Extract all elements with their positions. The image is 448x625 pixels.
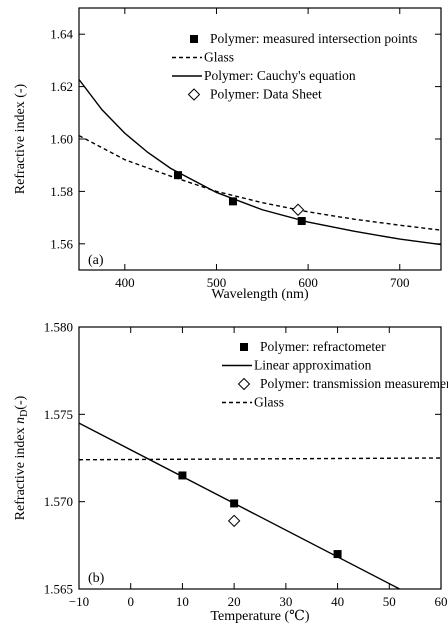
x-tick-label: 10	[176, 594, 189, 609]
data-point-square	[333, 550, 342, 559]
y-axis-label-b-prefix: Refractive index	[13, 424, 28, 520]
x-tick-label: 60	[435, 594, 448, 609]
series-line-dashed	[79, 457, 441, 461]
x-axis-label-a: Wavelength (nm)	[211, 287, 309, 302]
y-tick-label: 1.64	[50, 27, 73, 42]
plot-area-b	[79, 422, 441, 589]
data-point-square	[173, 171, 182, 180]
legend-entry: Polymer: transmission measurements	[260, 376, 448, 391]
x-tick-label: 20	[228, 594, 241, 609]
x-tick-label: 40	[331, 594, 344, 609]
series-line-solid	[79, 422, 400, 589]
y-tick-label: 1.580	[44, 320, 73, 335]
legend-entry: Glass	[204, 50, 234, 65]
legend-symbol-square	[190, 35, 198, 43]
y-tick-label: 1.56	[50, 236, 73, 251]
x-axis-label-b: Temperature (℃)	[210, 609, 309, 624]
legend-b: Polymer: refractometer Linear approximati…	[222, 339, 448, 410]
series-line-dashed	[79, 134, 441, 231]
legend-a: Polymer: measured intersection points Gla…	[172, 31, 417, 102]
legend-entry: Polymer: measured intersection points	[210, 31, 417, 46]
x-tick-label: 600	[298, 275, 318, 290]
data-point-diamond	[291, 203, 305, 216]
legend-entry: Polymer: refractometer	[260, 339, 386, 354]
y-tick-label: 1.58	[50, 184, 73, 199]
data-point-square	[230, 499, 239, 508]
x-tick-label: 50	[383, 594, 396, 609]
data-point-square	[228, 197, 237, 206]
plot-area-a	[79, 79, 441, 246]
plot-frame-a	[78, 7, 442, 271]
panel-tag-b: (b)	[88, 571, 105, 586]
series-line-solid	[79, 79, 441, 246]
panel-tag-a: (a)	[88, 253, 104, 268]
y-axis-label-b-var: n	[13, 417, 28, 424]
x-tick-label: 30	[279, 594, 292, 609]
x-tick-label: 500	[207, 275, 227, 290]
legend-symbol-diamond	[187, 88, 201, 101]
axis-ticks-a: 400 500 600 700 1.56 1.58 1.60 1.62 1.64	[50, 8, 441, 290]
legend-entry: Glass	[254, 395, 284, 410]
panel-b: −10 0 10 20 30 40 50 60 1.565 1.570 1.575 1.580 Pol…	[13, 320, 448, 625]
x-tick-label: −10	[69, 594, 89, 609]
y-tick-label: 1.570	[44, 494, 73, 509]
data-point-square	[297, 217, 306, 226]
y-tick-label: 1.575	[44, 407, 73, 422]
y-axis-label-b-sub: D	[19, 410, 30, 417]
x-tick-label: 400	[115, 275, 135, 290]
legend-symbol-square	[240, 343, 248, 351]
axis-ticks-b: −10 0 10 20 30 40 50 60 1.565 1.570 1.575 1.580	[44, 320, 448, 610]
data-point-diamond	[227, 514, 241, 528]
legend-entry: Polymer: Data Sheet	[210, 87, 322, 102]
legend-entry: Polymer: Cauchy's equation	[204, 68, 356, 83]
legend-symbol-diamond	[237, 377, 251, 391]
x-tick-label: 700	[390, 275, 410, 290]
y-axis-label-b-suffix: (-)	[13, 395, 28, 409]
y-tick-label: 1.62	[50, 79, 73, 94]
y-axis-label-a: Refractive index (-)	[13, 83, 28, 194]
y-tick-label: 1.60	[50, 132, 73, 147]
y-tick-label: 1.565	[44, 582, 73, 597]
legend-entry: Linear approximation	[254, 358, 372, 373]
data-point-square	[178, 471, 187, 480]
panel-a: 400 500 600 700 1.56 1.58 1.60 1.62 1.64 Polymer…	[13, 7, 442, 302]
plot-frame-b	[78, 326, 442, 590]
x-tick-label: 0	[127, 594, 134, 609]
y-axis-label-b: Refractive index nD(-)	[13, 395, 30, 520]
